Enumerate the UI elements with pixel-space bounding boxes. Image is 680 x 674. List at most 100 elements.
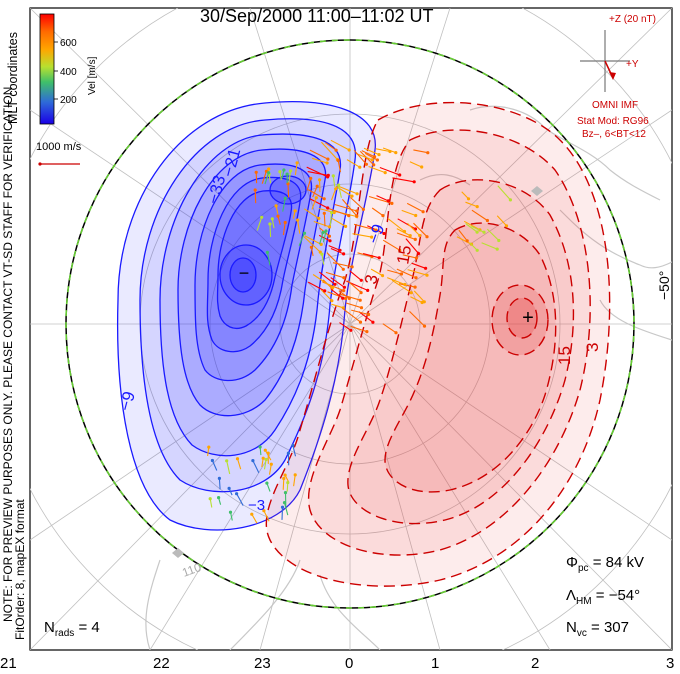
velocity-vector-origin	[228, 510, 233, 514]
velocity-vector	[345, 302, 362, 309]
velocity-vector	[304, 235, 322, 245]
velocity-vector-origin	[267, 171, 271, 175]
velocity-vector-origin	[342, 285, 346, 289]
velocity-vector	[407, 269, 428, 276]
velocity-vector	[351, 309, 369, 316]
velocity-vector-origin	[361, 207, 365, 211]
velocity-vector-origin	[482, 230, 486, 234]
velocity-vector	[339, 322, 352, 331]
velocity-vector	[282, 198, 286, 212]
velocity-vector-origin	[465, 239, 469, 243]
velocity-vector	[461, 191, 469, 200]
velocity-vector-origin	[320, 252, 324, 256]
contour-label-neg-5: −3	[248, 497, 265, 514]
velocity-vector	[352, 233, 372, 238]
mlt-tick-1: 1	[431, 655, 440, 672]
velocity-vector	[309, 149, 329, 160]
velocity-vector	[486, 228, 500, 241]
velocity-vector	[283, 502, 289, 516]
velocity-vector	[456, 236, 472, 245]
velocity-vector	[319, 232, 324, 245]
velocity-vector	[497, 185, 511, 201]
map-title: 30/Sep/2000 11:00–11:02 UT	[200, 6, 434, 26]
stat-model: Stat Mod: RG96	[577, 116, 649, 127]
velocity-vector-origin	[370, 158, 374, 162]
velocity-vector-origin	[370, 235, 374, 239]
velocity-vector-origin	[344, 224, 348, 228]
velocity-vector-origin	[326, 173, 330, 177]
velocity-vector	[328, 208, 349, 217]
velocity-vector-origin	[276, 214, 280, 218]
mlt-tick-2: 2	[531, 655, 540, 672]
velocity-vector	[313, 220, 330, 228]
velocity-vector-origin	[355, 209, 359, 213]
contour-label-pos-1: 15	[393, 244, 415, 266]
coastline	[145, 105, 672, 650]
velocity-vector	[338, 290, 350, 299]
velocity-vector	[226, 460, 231, 475]
velocity-vector	[350, 325, 368, 333]
mlt-tick-21: 21	[0, 655, 17, 672]
velocity-vector-origin	[342, 276, 346, 280]
velocity-vector	[363, 147, 380, 156]
velocity-vector-origin	[333, 282, 337, 286]
velocity-vector-origin	[382, 231, 386, 236]
velocity-vector	[361, 150, 375, 158]
velocity-vector	[320, 141, 338, 160]
fit-order-note: FitOrder: 8, mapEX format	[13, 499, 27, 640]
velocity-vector	[281, 507, 284, 520]
velocity-vector-origin	[217, 496, 221, 500]
velocity-vector-origin	[323, 289, 327, 293]
velocity-vector-origin	[425, 273, 429, 277]
velocity-vector	[320, 289, 333, 302]
velocity-vector	[409, 161, 422, 168]
velocity-vector	[218, 478, 221, 490]
velocity-vector-origin	[372, 163, 376, 167]
velocity-vector-origin	[267, 167, 271, 171]
velocity-vector-origin	[293, 473, 297, 477]
velocity-vector	[405, 238, 420, 254]
mlt-tick-0: 0	[345, 655, 354, 672]
velocity-vector	[334, 203, 357, 212]
mlt-tick-3: 3	[666, 655, 675, 672]
velocity-vector	[357, 252, 373, 258]
velocity-vector	[376, 195, 389, 202]
velocity-vector-origin	[350, 194, 354, 198]
velocity-vector-origin	[402, 229, 407, 234]
velocity-vector-origin	[341, 296, 345, 300]
velocity-vector-origin	[262, 509, 266, 513]
velocity-vector	[413, 149, 428, 154]
velocity-vector-origin	[327, 225, 332, 229]
velocity-vector-origin	[414, 276, 418, 280]
velocity-vector-origin	[366, 288, 370, 292]
velocity-vector-origin	[388, 149, 392, 154]
velocity-vector	[325, 142, 337, 151]
velocity-vector	[297, 220, 301, 234]
velocity-vector-origin	[278, 170, 282, 174]
colorbar-label: Vel [m/s]	[87, 56, 98, 95]
velocity-vector-origin	[364, 162, 368, 166]
velocity-vector-origin	[207, 445, 211, 449]
velocity-vector-origin	[424, 266, 428, 270]
velocity-vector-origin	[325, 161, 329, 165]
contour-label-pos-4: 3	[583, 343, 602, 352]
velocity-vector-origin	[349, 328, 353, 332]
velocity-vector	[465, 201, 478, 208]
velocity-vector-origin	[390, 201, 394, 205]
velocity-vector-origin	[403, 282, 407, 287]
velocity-vector	[410, 296, 423, 303]
velocity-vector-origin	[422, 324, 427, 328]
velocity-vector-origin	[381, 214, 385, 218]
radar-count: Nrads = 4	[44, 619, 100, 639]
velocity-vector-origin	[330, 211, 334, 215]
velocity-vector	[336, 185, 358, 195]
vector-count: Nvc = 307	[566, 619, 629, 639]
velocity-vectors	[207, 139, 512, 524]
velocity-vector-origin	[274, 204, 278, 208]
velocity-vector-origin	[269, 462, 273, 466]
velocity-vector	[266, 252, 271, 266]
velocity-vector-origin	[408, 234, 412, 238]
velocity-vector-origin	[426, 151, 430, 155]
velocity-vector-origin	[377, 153, 381, 157]
